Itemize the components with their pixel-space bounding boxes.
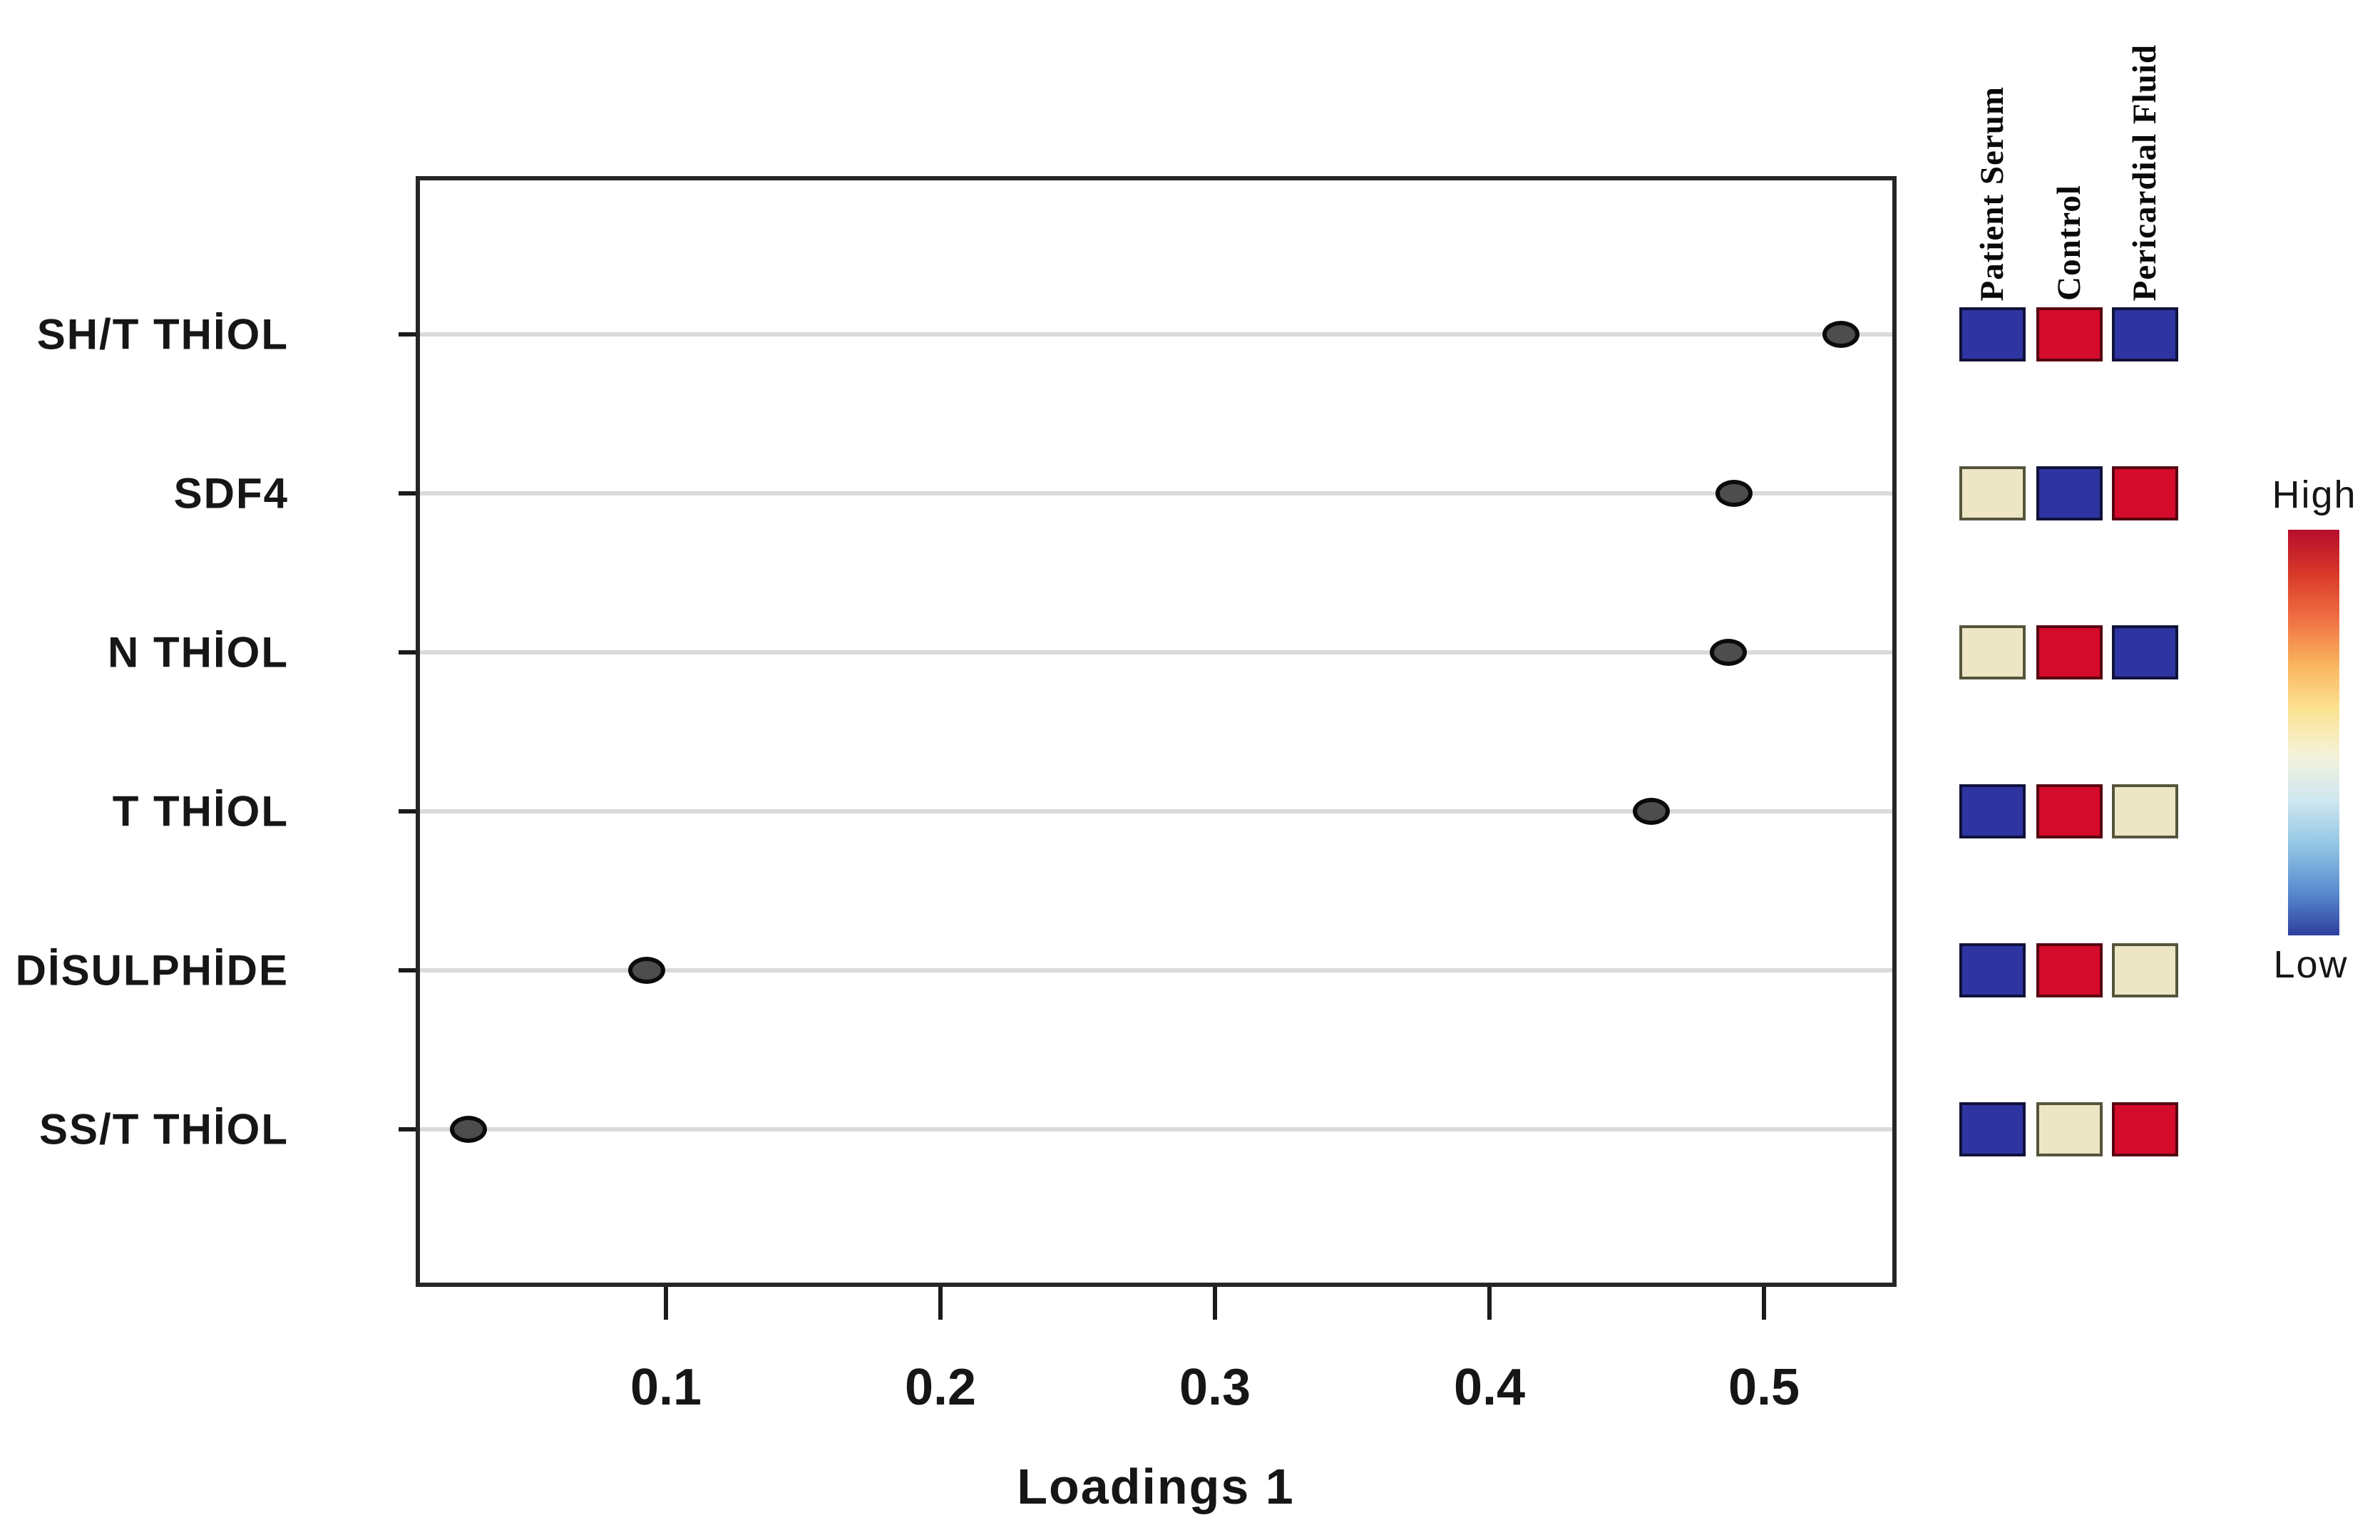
x-tick-label: 0.4 — [1453, 1359, 1526, 1416]
y-category-label: N THİOL — [108, 628, 289, 677]
heatmap-cell-low — [1959, 307, 2026, 361]
row-gridline — [419, 491, 1893, 496]
heatmap-cell-high — [2036, 625, 2103, 679]
heatmap-cell-low — [1959, 1102, 2026, 1156]
loading-dot — [1709, 639, 1747, 666]
heatmap-column-header-text: Control — [2051, 185, 2088, 301]
heatmap-cell-mid — [2112, 784, 2178, 838]
y-category-label: T THİOL — [112, 787, 289, 836]
heatmap-cell-low — [1959, 943, 2026, 997]
row-gridline — [419, 332, 1893, 337]
x-axis-tick — [1487, 1287, 1492, 1320]
heatmap-cell-low — [2112, 307, 2178, 361]
colorbar-gradient — [2288, 530, 2339, 935]
heatmap-column-header-text: Patient Serum — [1974, 86, 2011, 301]
loading-dot — [1715, 480, 1753, 507]
x-tick-label: 0.5 — [1728, 1359, 1800, 1416]
row-gridline — [419, 968, 1893, 972]
heatmap-cell-mid — [1959, 625, 2026, 679]
loading-dot — [449, 1116, 487, 1143]
heatmap-cell-mid — [2112, 943, 2178, 997]
heatmap-cell-high — [2112, 1102, 2178, 1156]
x-tick-label: 0.3 — [1179, 1359, 1251, 1416]
row-gridline — [419, 1127, 1893, 1131]
y-axis-tick — [399, 1127, 416, 1131]
y-category-label: SS/T THİOL — [39, 1105, 289, 1154]
y-axis-tick — [399, 491, 416, 496]
loading-dot — [1822, 321, 1860, 348]
loading-dot — [628, 957, 666, 984]
y-axis-tick — [399, 809, 416, 813]
y-axis-tick — [399, 968, 416, 972]
heatmap-cell-low — [1959, 784, 2026, 838]
x-tick-label: 0.2 — [904, 1359, 977, 1416]
heatmap-cell-high — [2036, 784, 2103, 838]
heatmap-cell-mid — [1959, 466, 2026, 520]
x-tick-label: 0.1 — [630, 1359, 702, 1416]
heatmap-column-header: Pericardial Fluid — [2120, 4, 2170, 301]
colorbar-high-label: High — [2272, 473, 2357, 516]
heatmap-cell-mid — [2036, 1102, 2103, 1156]
y-category-label: SH/T THİOL — [36, 310, 289, 359]
row-gridline — [419, 809, 1893, 813]
row-gridline — [419, 650, 1893, 654]
heatmap-cell-high — [2036, 943, 2103, 997]
heatmap-column-header: Control — [2045, 4, 2095, 301]
heatmap-cell-high — [2036, 307, 2103, 361]
plot-box — [416, 176, 1897, 1287]
loading-dot — [1633, 798, 1671, 825]
colorbar-low-label: Low — [2273, 943, 2349, 986]
heatmap-column-header: Patient Serum — [1968, 4, 2018, 301]
x-axis-tick — [1213, 1287, 1217, 1320]
y-axis-tick — [399, 650, 416, 654]
x-axis-tick — [1762, 1287, 1766, 1320]
y-category-label: SDF4 — [173, 469, 289, 518]
y-category-label: DİSULPHİDE — [15, 946, 289, 995]
heatmap-cell-high — [2112, 466, 2178, 520]
heatmap-cell-low — [2036, 466, 2103, 520]
heatmap-cell-low — [2112, 625, 2178, 679]
x-axis-title: Loadings 1 — [1017, 1459, 1295, 1514]
heatmap-column-header-text: Pericardial Fluid — [2126, 43, 2163, 301]
x-axis-tick — [664, 1287, 668, 1320]
y-axis-tick — [399, 332, 416, 337]
x-axis-tick — [938, 1287, 943, 1320]
